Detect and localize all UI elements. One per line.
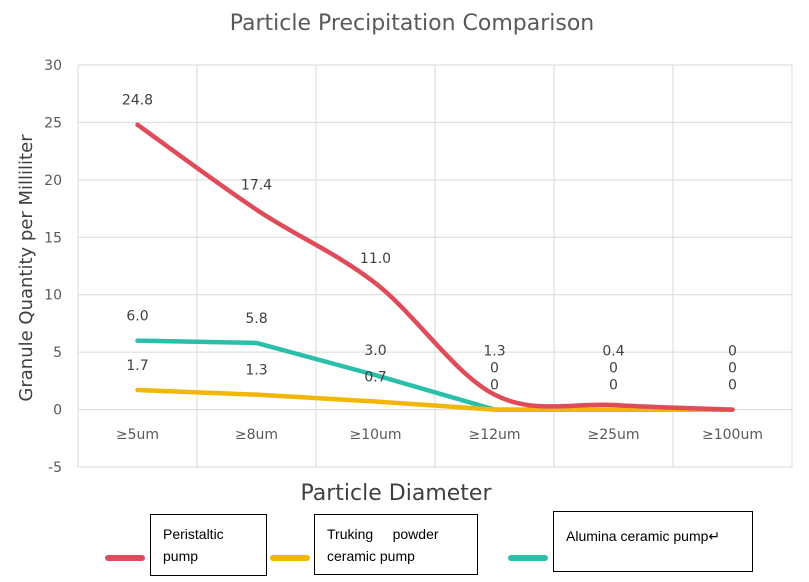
x-tick-label: ≥12um: [468, 427, 520, 443]
data-label: 0: [728, 361, 737, 377]
series-line: [135, 387, 735, 412]
y-tick-label: 15: [44, 230, 62, 246]
data-label: 24.8: [122, 93, 153, 109]
data-label: 1.3: [245, 363, 267, 379]
legend-item-alumina: Alumina ceramic pump↵: [553, 511, 753, 572]
legend-label: ceramic pump: [327, 548, 415, 564]
data-label: 17.4: [241, 178, 272, 194]
data-label: 0: [490, 361, 499, 377]
data-label: 0: [609, 361, 618, 377]
data-label: 1.7: [126, 358, 148, 374]
data-label: 5.8: [245, 311, 267, 327]
x-axis-label: Particle Diameter: [301, 481, 493, 506]
data-label: 3.0: [364, 343, 386, 359]
legend-swatch-truking: [270, 555, 310, 561]
legend-label: Peristaltic: [163, 526, 224, 542]
legend-item-truking: Truking powder ceramic pump: [314, 514, 478, 575]
x-tick-label: ≥25um: [587, 427, 639, 443]
data-label: 6.0: [126, 309, 148, 325]
x-tick-label: ≥8um: [235, 427, 278, 443]
data-label: 0: [728, 344, 737, 360]
chart-title: Particle Precipitation Comparison: [230, 11, 595, 36]
legend-swatch-peristaltic: [105, 555, 145, 561]
legend-item-peristaltic: Peristaltic pump: [150, 514, 267, 576]
data-label: 0: [728, 378, 737, 394]
x-tick-label: ≥100um: [702, 427, 763, 443]
legend-label: Truking powder: [327, 526, 439, 542]
y-tick-label: 10: [44, 288, 62, 304]
y-tick-label: -5: [48, 460, 62, 476]
data-label: 0: [609, 378, 618, 394]
y-tick-label: 20: [44, 173, 62, 189]
data-label: 1.3: [483, 344, 505, 360]
data-label: 11.0: [360, 251, 391, 267]
data-label: 0: [490, 378, 499, 394]
legend-label: pump: [163, 548, 199, 564]
y-axis-label: Granule Quantity per Milliliter: [16, 134, 37, 402]
data-label: 0.4: [602, 344, 624, 360]
y-tick-label: 0: [53, 403, 62, 419]
y-tick-label: 5: [53, 345, 62, 361]
y-tick-label: 30: [44, 58, 62, 74]
series-line: [135, 122, 735, 412]
data-label: 0.7: [364, 370, 386, 386]
y-tick-label: 25: [44, 115, 62, 131]
x-tick-label: ≥10um: [349, 427, 401, 443]
legend-swatch-alumina: [508, 555, 548, 561]
x-tick-label: ≥5um: [116, 427, 159, 443]
legend-label: Alumina ceramic pump↵: [566, 528, 721, 544]
